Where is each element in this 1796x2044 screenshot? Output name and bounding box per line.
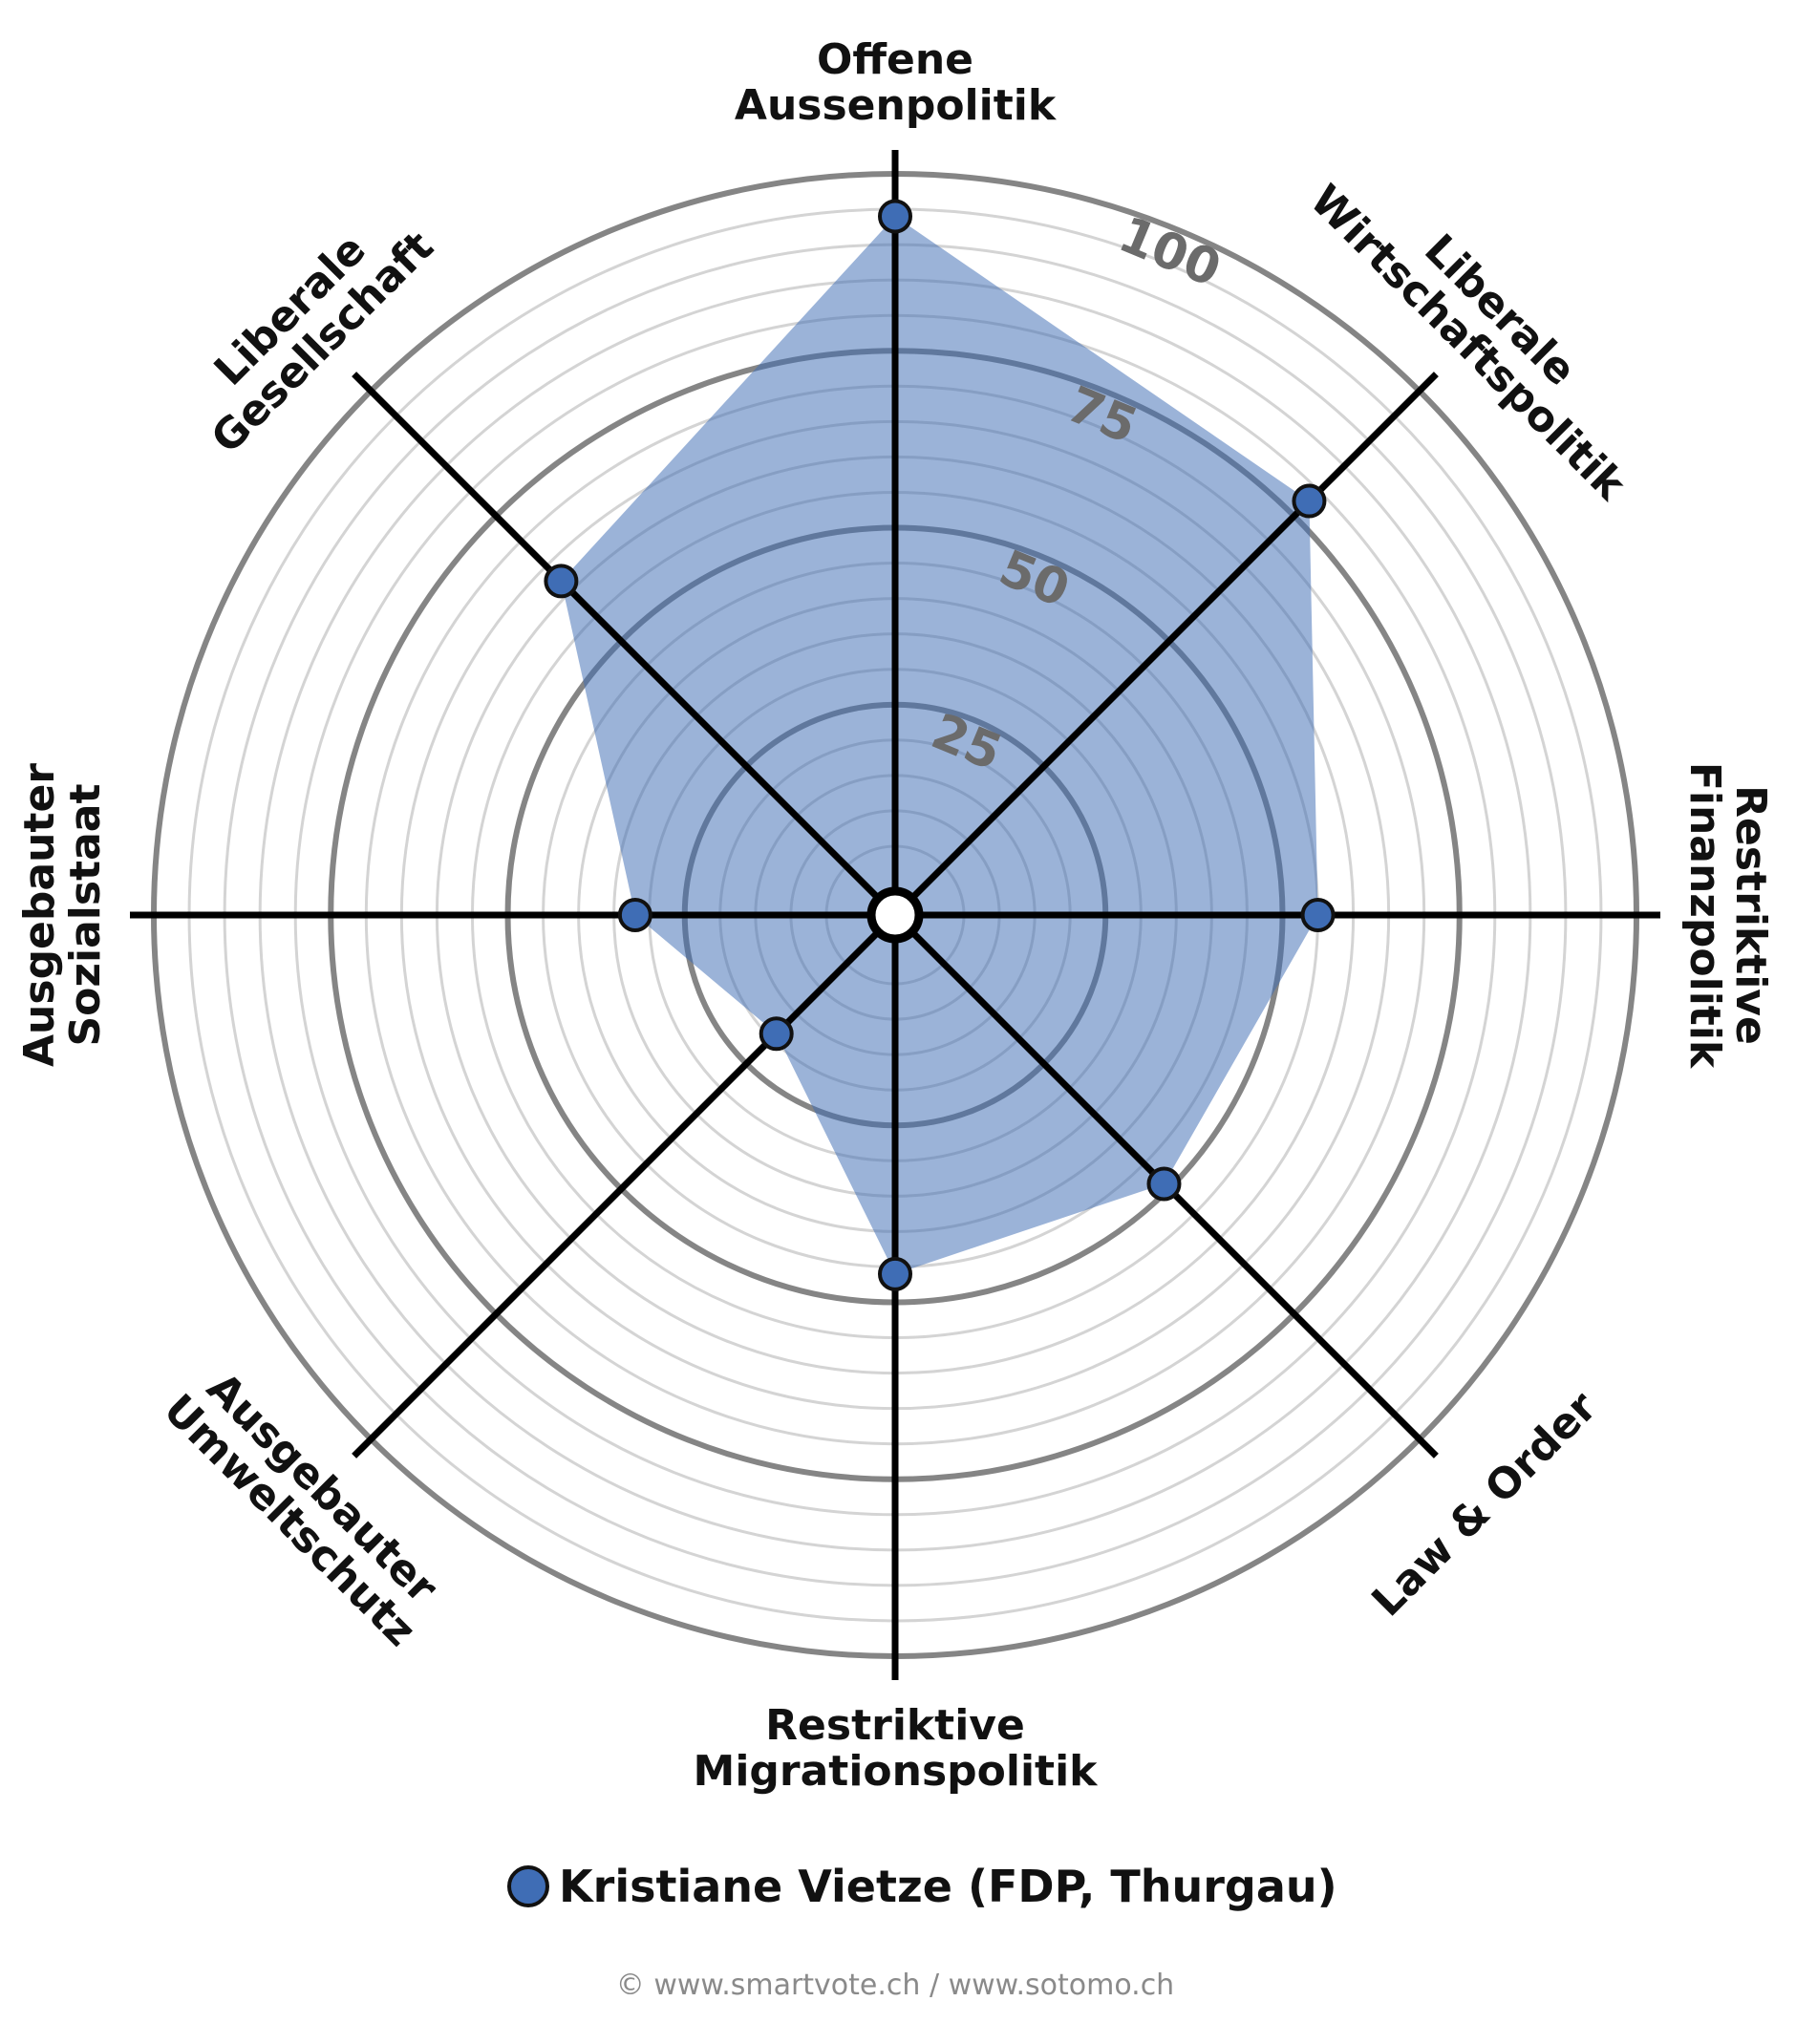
legend-label: Kristiane Vietze (FDP, Thurgau) — [559, 1861, 1337, 1912]
data-point — [617, 898, 652, 932]
series-area — [561, 216, 1318, 1274]
data-point — [1300, 898, 1336, 932]
category-label-line: Restriktive — [765, 1701, 1025, 1750]
category-label-line: Offene — [817, 35, 973, 84]
category-label-line: Restriktive — [1726, 785, 1775, 1045]
category-label: AusgebauterSozialstaat — [15, 763, 110, 1067]
data-point — [1292, 483, 1327, 519]
category-label-line: Migrationspolitik — [694, 1747, 1100, 1796]
data-point — [759, 1016, 794, 1052]
axis-line — [352, 372, 898, 918]
source: © www.smartvote.ch / www.sotomo.ch — [616, 1969, 1174, 2002]
category-label: RestriktiveFinanzpolitik — [1680, 762, 1775, 1070]
category-label-line: Ausgebauter — [15, 763, 64, 1067]
axis-line — [892, 372, 1439, 918]
category-label: Restriktive Migrationspolitik — [694, 1701, 1100, 1796]
data-point — [878, 199, 912, 234]
category-label-line: Aussenpolitik — [735, 81, 1058, 130]
legend-marker — [507, 1865, 549, 1907]
center-hub — [866, 886, 924, 944]
data-point — [878, 1256, 912, 1291]
data-point — [1146, 1166, 1182, 1202]
category-label: Offene Aussenpolitik — [735, 35, 1058, 130]
axis-line — [352, 912, 898, 1458]
category-label-line: Finanzpolitik — [1680, 762, 1729, 1070]
category-label-line: Sozialstaat — [61, 783, 110, 1046]
data-point — [544, 564, 579, 599]
